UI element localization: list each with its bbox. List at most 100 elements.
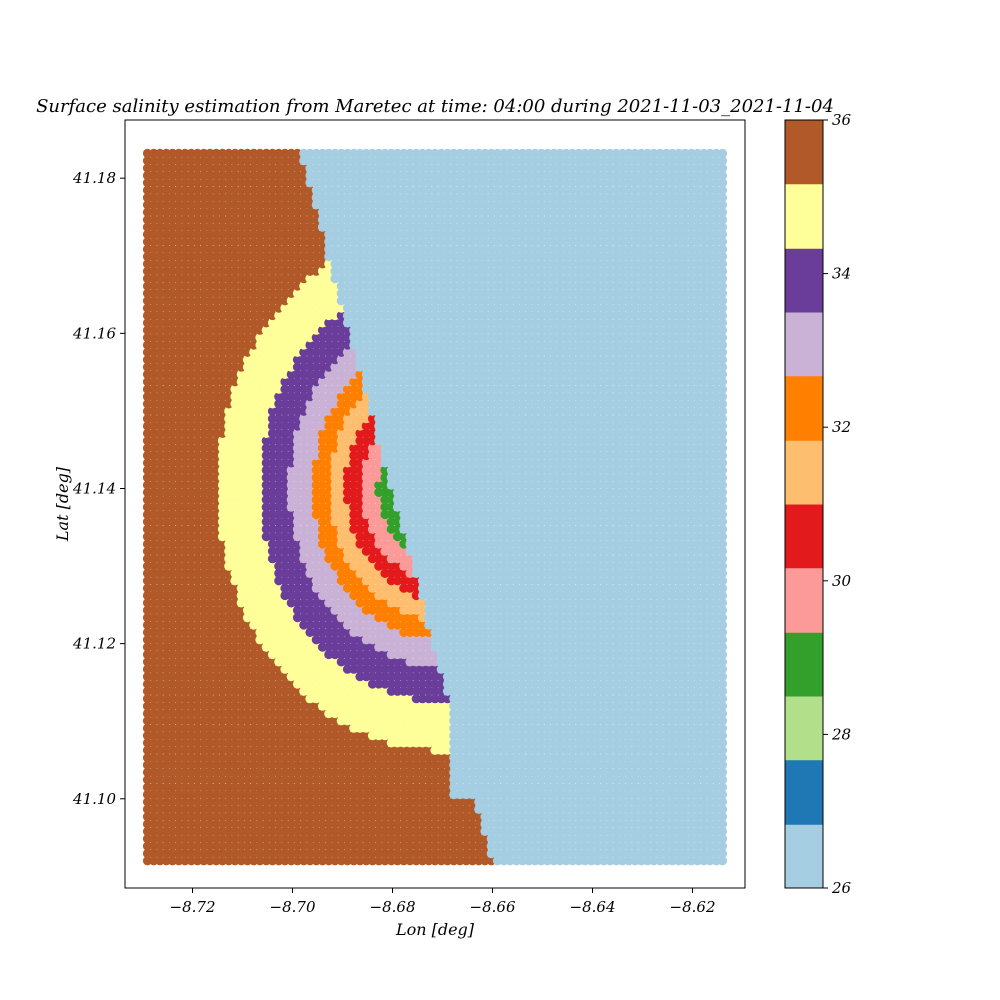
salinity-point-149: [492, 848, 503, 859]
salinity-point-873: [367, 789, 378, 800]
salinity-point-196: [205, 841, 215, 851]
salinity-point-1732: [505, 723, 515, 733]
salinity-point-224: [380, 841, 390, 851]
salinity-point-1506: [255, 738, 265, 748]
salinity-point-1736: [530, 723, 540, 733]
salinity-point-998: [567, 782, 578, 792]
salinity-point-1299: [705, 760, 715, 770]
salinity-point-790: [430, 797, 440, 807]
salinity-point-355: [617, 834, 628, 844]
salinity-point-1091: [567, 775, 578, 785]
salinity-point-1625: [417, 731, 428, 741]
salinity-point-760: [242, 797, 253, 807]
salinity-point-1128: [217, 767, 228, 778]
salinity-point-1409: [230, 745, 240, 755]
salinity-point-1603: [280, 731, 290, 741]
salinity-point-1653: [592, 731, 603, 741]
salinity-point-942: [217, 782, 228, 792]
salinity-point-1601: [267, 731, 278, 741]
salinity-point-596: [380, 812, 390, 822]
salinity-point-462: [705, 826, 715, 837]
salinity-point-1093: [580, 775, 590, 785]
salinity-point-297: [255, 834, 265, 844]
salinity-point-414: [405, 826, 415, 837]
salinity-point-268: [655, 841, 665, 851]
salinity-point-1694: [267, 723, 278, 733]
salinity-point-739: [692, 804, 703, 814]
salinity-point-10: [205, 856, 215, 866]
salinity-point-1099: [617, 775, 628, 785]
salinity-point-365: [680, 834, 690, 844]
salinity-point-1105: [655, 775, 665, 785]
salinity-point-1166: [455, 767, 465, 778]
salinity-point-1516: [317, 738, 328, 748]
salinity-point-1815: [442, 716, 453, 726]
salinity-point-648: [705, 812, 715, 822]
salinity-point-42: [405, 856, 415, 866]
salinity-point-1287: [630, 760, 640, 770]
salinity-point-1673: [717, 731, 728, 741]
salinity-point-283: [167, 834, 178, 844]
salinity-point-109: [242, 848, 253, 859]
salinity-point-218: [342, 841, 353, 851]
salinity-point-786: [405, 797, 415, 807]
salinity-point-903: [555, 789, 565, 800]
salinity-point-810: [555, 797, 565, 807]
salinity-point-1485: [705, 745, 715, 755]
salinity-point-1789: [280, 716, 290, 726]
salinity-point-1194: [630, 767, 640, 778]
salinity-point-1245: [367, 760, 378, 770]
salinity-point-1403: [192, 745, 203, 755]
salinity-point-36: [367, 856, 378, 866]
salinity-point-1085: [530, 775, 540, 785]
salinity-point-1314: [217, 753, 228, 763]
salinity-point-970: [392, 782, 403, 792]
salinity-point-1142: [305, 767, 315, 778]
salinity-point-1827: [517, 716, 528, 726]
salinity-point-74: [605, 856, 615, 866]
salinity-point-432: [517, 826, 528, 837]
salinity-point-410: [380, 826, 390, 837]
salinity-point-210: [292, 841, 303, 851]
salinity-point-1281: [592, 760, 603, 770]
salinity-point-1301: [717, 760, 728, 770]
salinity-point-1835: [567, 716, 578, 726]
salinity-point-1605: [292, 731, 303, 741]
salinity-point-1538: [455, 738, 465, 748]
salinity-point-1358: [492, 753, 503, 763]
salinity-point-996: [555, 782, 565, 792]
salinity-point-32: [342, 856, 353, 866]
salinity-point-1273: [542, 760, 553, 770]
salinity-point-911: [605, 789, 615, 800]
salinity-point-34: [355, 856, 365, 866]
salinity-point-721: [580, 804, 590, 814]
salinity-point-1370: [567, 753, 578, 763]
salinity-point-505: [392, 819, 403, 829]
salinity-point-20: [267, 856, 278, 866]
salinity-point-236: [455, 841, 465, 851]
salinity-point-1209: [142, 760, 153, 770]
salinity-point-867: [330, 789, 340, 800]
salinity-point-717: [555, 804, 565, 814]
salinity-point-460: [692, 826, 703, 837]
salinity-point-513: [442, 819, 453, 829]
salinity-point-1279: [580, 760, 590, 770]
salinity-point-475: [205, 819, 215, 829]
salinity-point-167: [605, 848, 615, 859]
salinity-point-177: [667, 848, 678, 859]
salinity-point-68: [567, 856, 578, 866]
salinity-point-1431: [367, 745, 378, 755]
salinity-point-50: [455, 856, 465, 866]
salinity-point-1427: [342, 745, 353, 755]
salinity-point-226: [392, 841, 403, 851]
salinity-point-363: [667, 834, 678, 844]
salinity-point-557: [717, 819, 728, 829]
salinity-point-208: [280, 841, 290, 851]
salinity-point-477: [217, 819, 228, 829]
salinity-point-669: [255, 804, 265, 814]
salinity-point-240: [480, 841, 490, 851]
salinity-point-1063: [392, 775, 403, 785]
salinity-point-515: [455, 819, 465, 829]
salinity-point-369: [705, 834, 715, 844]
salinity-point-802: [505, 797, 515, 807]
